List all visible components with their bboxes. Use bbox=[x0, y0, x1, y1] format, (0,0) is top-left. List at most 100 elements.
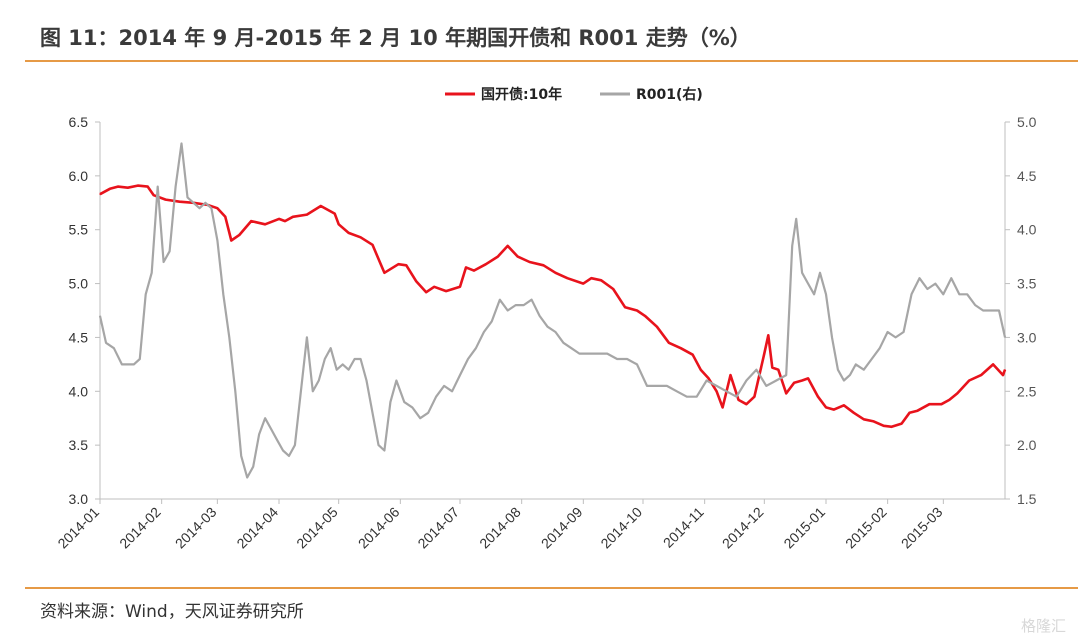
y-right-tick-label: 2.5 bbox=[1017, 383, 1037, 399]
data-point-r001 bbox=[427, 412, 429, 414]
y-right-tick-label: 4.0 bbox=[1017, 222, 1037, 238]
data-point-cdb-10y bbox=[980, 374, 982, 376]
data-point-r001 bbox=[755, 369, 758, 371]
data-point-r001 bbox=[849, 374, 851, 376]
data-point-r001 bbox=[499, 299, 501, 301]
data-point-r001 bbox=[725, 390, 728, 392]
data-point-r001 bbox=[483, 331, 485, 333]
data-point-cdb-10y bbox=[817, 396, 819, 398]
data-point-r001 bbox=[246, 476, 248, 479]
y-left-tick-label: 6.5 bbox=[69, 114, 89, 130]
source-divider bbox=[25, 587, 1078, 589]
data-point-r001 bbox=[186, 196, 189, 198]
data-point-r001 bbox=[974, 304, 976, 306]
data-point-cdb-10y bbox=[445, 290, 447, 292]
data-point-cdb-10y bbox=[891, 426, 893, 428]
data-point-cdb-10y bbox=[600, 279, 602, 281]
data-point-cdb-10y bbox=[179, 201, 181, 203]
data-point-cdb-10y bbox=[250, 220, 252, 222]
y-right-tick-label: 3.5 bbox=[1017, 276, 1037, 292]
data-point-cdb-10y bbox=[692, 354, 694, 356]
data-point-r001 bbox=[990, 309, 992, 312]
data-point-cdb-10y bbox=[737, 399, 740, 401]
data-point-cdb-10y bbox=[940, 403, 943, 405]
data-point-cdb-10y bbox=[306, 214, 308, 216]
data-point-r001 bbox=[435, 396, 437, 398]
data-point-r001 bbox=[157, 186, 159, 188]
data-point-r001 bbox=[234, 390, 236, 392]
data-point-r001 bbox=[163, 261, 165, 263]
data-point-cdb-10y bbox=[433, 286, 435, 288]
x-tick-label: 2014-01 bbox=[54, 504, 102, 552]
y-left-tick-label: 4.5 bbox=[69, 329, 89, 345]
y-left-tick-label: 5.5 bbox=[69, 222, 89, 238]
data-point-r001 bbox=[204, 202, 206, 204]
data-point-r001 bbox=[926, 288, 929, 290]
data-point-cdb-10y bbox=[348, 232, 350, 234]
y-right-tick-label: 3.0 bbox=[1017, 329, 1037, 345]
legend-label-r001: R001(右) bbox=[636, 86, 703, 103]
data-point-r001 bbox=[300, 390, 302, 392]
y-left-tick-label: 5.0 bbox=[69, 276, 89, 292]
data-point-r001 bbox=[240, 455, 242, 457]
data-point-r001 bbox=[819, 272, 821, 274]
data-point-r001 bbox=[139, 358, 141, 360]
data-point-cdb-10y bbox=[767, 334, 769, 336]
data-point-cdb-10y bbox=[763, 353, 765, 355]
data-point-cdb-10y bbox=[745, 403, 748, 405]
data-point-r001 bbox=[252, 466, 254, 468]
data-point-r001 bbox=[895, 336, 897, 338]
data-point-cdb-10y bbox=[278, 218, 280, 220]
data-point-r001 bbox=[745, 379, 748, 382]
data-point-r001 bbox=[855, 363, 857, 365]
legend-label-cdb-10y: 国开债:10年 bbox=[481, 86, 562, 103]
data-point-cdb-10y bbox=[230, 239, 232, 242]
data-point-cdb-10y bbox=[383, 272, 385, 274]
x-tick-label: 2014-09 bbox=[538, 504, 586, 552]
data-point-cdb-10y bbox=[590, 277, 592, 279]
data-point-r001 bbox=[616, 358, 618, 360]
data-point-cdb-10y bbox=[517, 256, 519, 258]
x-tick-label: 2014-07 bbox=[414, 504, 462, 552]
data-point-r001 bbox=[735, 396, 738, 398]
data-point-cdb-10y bbox=[99, 193, 101, 195]
data-point-r001 bbox=[515, 304, 517, 306]
data-point-cdb-10y bbox=[582, 283, 584, 285]
data-point-r001 bbox=[312, 390, 314, 392]
data-point-r001 bbox=[696, 396, 698, 398]
data-point-r001 bbox=[198, 207, 201, 209]
data-point-r001 bbox=[562, 342, 565, 344]
data-point-cdb-10y bbox=[916, 410, 919, 412]
data-point-r001 bbox=[411, 406, 413, 408]
data-point-r001 bbox=[879, 347, 881, 349]
data-point-r001 bbox=[371, 412, 374, 414]
x-tick-label: 2014-04 bbox=[233, 504, 281, 552]
data-point-r001 bbox=[807, 283, 809, 285]
data-point-cdb-10y bbox=[807, 377, 809, 379]
data-point-r001 bbox=[276, 439, 278, 441]
data-point-r001 bbox=[451, 390, 453, 392]
data-point-cdb-10y bbox=[908, 412, 911, 414]
data-point-r001 bbox=[377, 444, 380, 446]
data-point-cdb-10y bbox=[956, 392, 958, 394]
data-point-r001 bbox=[831, 336, 833, 338]
data-point-r001 bbox=[467, 358, 469, 360]
data-point-cdb-10y bbox=[873, 420, 875, 422]
data-point-r001 bbox=[507, 309, 509, 312]
data-point-r001 bbox=[646, 385, 648, 387]
data-point-cdb-10y bbox=[459, 286, 461, 288]
data-point-r001 bbox=[360, 358, 362, 360]
data-point-r001 bbox=[491, 320, 493, 322]
data-point-cdb-10y bbox=[843, 404, 845, 406]
watermark-logo: 格隆汇 bbox=[1020, 617, 1066, 635]
data-point-r001 bbox=[531, 299, 533, 301]
data-point-cdb-10y bbox=[708, 377, 710, 379]
data-point-cdb-10y bbox=[833, 409, 835, 411]
data-point-cdb-10y bbox=[165, 199, 167, 201]
data-point-cdb-10y bbox=[109, 188, 111, 190]
data-point-r001 bbox=[459, 374, 461, 376]
data-point-cdb-10y bbox=[801, 379, 803, 382]
data-point-r001 bbox=[887, 331, 889, 333]
x-tick-label: 2014-02 bbox=[116, 504, 164, 552]
data-point-cdb-10y bbox=[415, 280, 417, 282]
